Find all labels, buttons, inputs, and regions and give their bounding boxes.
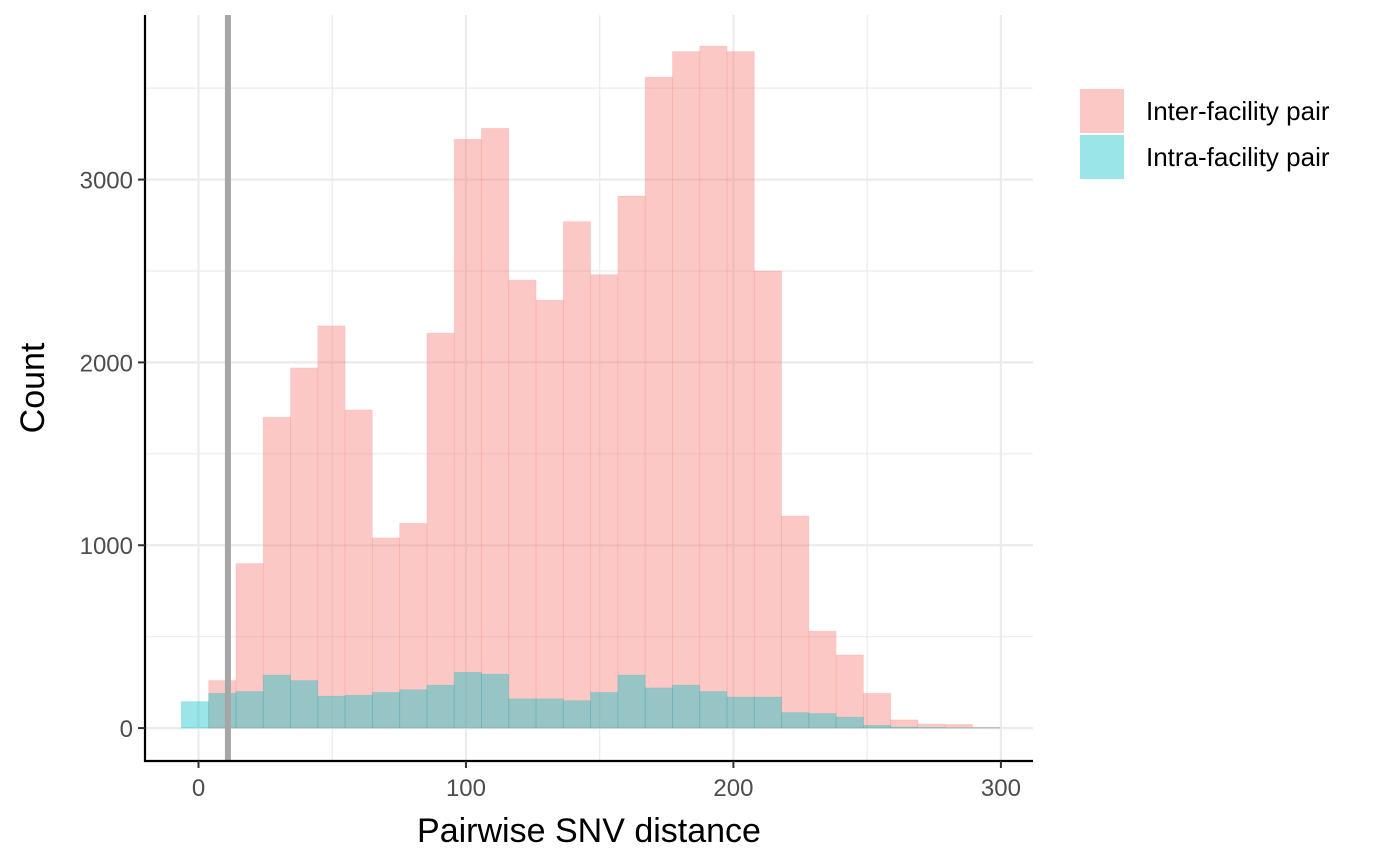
legend-key [1080, 89, 1124, 133]
bar [235, 563, 264, 729]
bar [590, 692, 619, 729]
grid-lines [145, 15, 1033, 761]
bar [808, 713, 837, 729]
bar [890, 726, 919, 729]
bar [672, 51, 701, 729]
y-tick-label: 0 [120, 716, 133, 743]
bar [753, 270, 782, 729]
bar [453, 138, 482, 729]
x-tick-label: 300 [981, 775, 1021, 802]
bar [208, 692, 237, 729]
bar [835, 716, 864, 729]
bar [644, 76, 673, 729]
bar [699, 45, 728, 729]
bar [535, 299, 564, 729]
bar [781, 515, 810, 729]
y-tick-label: 3000 [80, 168, 133, 195]
bar [317, 695, 346, 729]
y-tick-label: 1000 [80, 533, 133, 560]
bar [426, 332, 455, 729]
bar [726, 51, 755, 729]
bar [290, 367, 319, 729]
legend-label: Intra-facility pair [1146, 142, 1330, 172]
bar [726, 696, 755, 729]
bar [235, 691, 264, 729]
legend: Inter-facility pair Intra-facility pair [1080, 89, 1330, 179]
series-1 [208, 45, 1001, 729]
bar [644, 687, 673, 729]
bar [863, 724, 892, 729]
bar [262, 674, 291, 729]
bar [753, 696, 782, 729]
bar [508, 279, 537, 729]
bar [972, 726, 1001, 729]
bar [344, 694, 373, 729]
x-tick-label: 0 [192, 775, 205, 802]
bar [399, 689, 428, 729]
bar [944, 724, 973, 729]
bar [426, 684, 455, 729]
bar [481, 127, 510, 729]
bar [781, 712, 810, 729]
bar [180, 701, 210, 729]
x-axis-title: Pairwise SNV distance [417, 812, 761, 850]
bar [371, 537, 401, 729]
bar [508, 698, 537, 729]
bar [808, 630, 837, 729]
bar [917, 723, 946, 729]
bar [863, 692, 892, 729]
bar [317, 325, 346, 729]
bar [835, 654, 864, 729]
histogram-bars [180, 45, 1001, 729]
axes [143, 15, 1033, 763]
bar [617, 674, 646, 729]
bar [290, 680, 319, 729]
bar [399, 522, 428, 729]
bar [262, 416, 291, 729]
bar [371, 692, 401, 729]
bar [917, 727, 946, 729]
bar [590, 274, 619, 729]
bar [453, 671, 482, 729]
bar [208, 680, 237, 729]
bar [535, 698, 564, 729]
y-tick-label: 2000 [80, 350, 133, 377]
bar [344, 409, 373, 729]
bar [562, 221, 592, 729]
bar [672, 684, 701, 729]
bar [699, 691, 728, 729]
y-axis-title: Count [14, 342, 52, 433]
bar [617, 195, 646, 729]
bar [481, 673, 510, 729]
series-2 [180, 671, 1001, 729]
bar [890, 719, 919, 729]
legend-label: Inter-facility pair [1146, 96, 1330, 126]
bar [562, 700, 592, 729]
x-tick-label: 100 [446, 775, 486, 802]
legend-key [1080, 135, 1124, 179]
x-tick-label: 200 [713, 775, 753, 802]
